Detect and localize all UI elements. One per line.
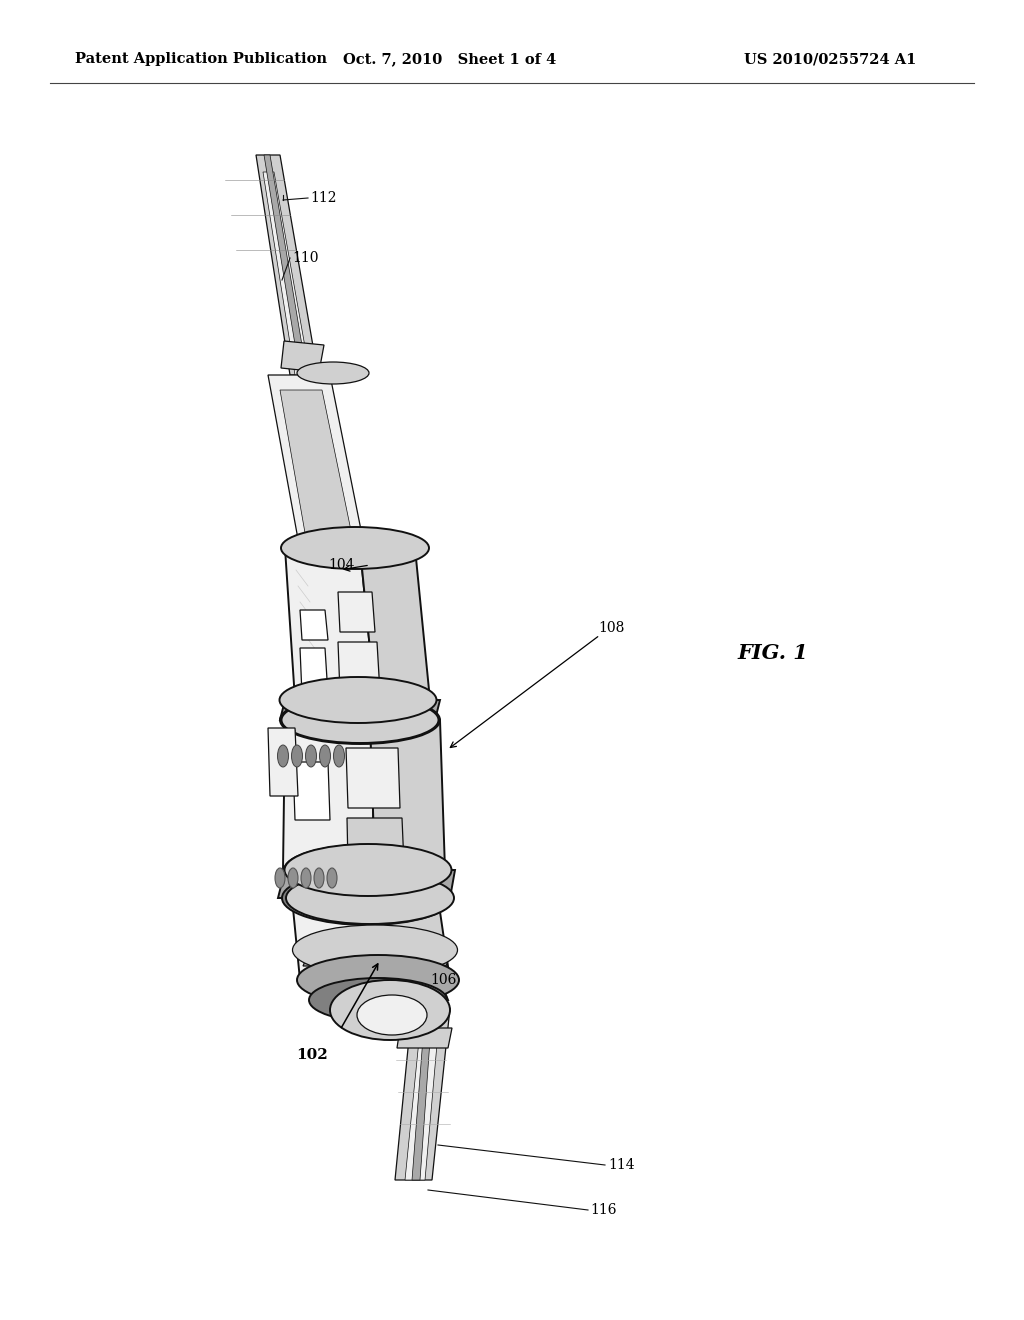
Polygon shape	[264, 154, 307, 375]
Ellipse shape	[297, 362, 369, 384]
Text: 102: 102	[296, 1048, 328, 1063]
Ellipse shape	[282, 871, 452, 925]
Polygon shape	[406, 1010, 440, 1180]
Text: 110: 110	[292, 251, 318, 265]
Ellipse shape	[334, 744, 344, 767]
Ellipse shape	[275, 869, 285, 888]
Ellipse shape	[278, 744, 289, 767]
Ellipse shape	[293, 925, 458, 975]
Text: US 2010/0255724 A1: US 2010/0255724 A1	[743, 53, 916, 66]
Polygon shape	[347, 818, 404, 865]
Ellipse shape	[286, 873, 454, 924]
Polygon shape	[346, 748, 400, 808]
Polygon shape	[293, 762, 330, 820]
Text: 114: 114	[608, 1158, 635, 1172]
Text: Patent Application Publication: Patent Application Publication	[75, 53, 327, 66]
Polygon shape	[303, 950, 452, 966]
Polygon shape	[338, 591, 375, 632]
Ellipse shape	[330, 979, 450, 1040]
Text: 108: 108	[598, 620, 625, 635]
Ellipse shape	[288, 869, 298, 888]
Polygon shape	[263, 172, 310, 375]
Polygon shape	[378, 898, 450, 979]
Polygon shape	[268, 729, 298, 796]
Text: 106: 106	[430, 973, 457, 987]
Polygon shape	[281, 341, 324, 372]
Text: Oct. 7, 2010   Sheet 1 of 4: Oct. 7, 2010 Sheet 1 of 4	[343, 53, 557, 66]
Polygon shape	[256, 154, 318, 375]
Polygon shape	[300, 610, 328, 640]
Polygon shape	[360, 548, 430, 700]
Ellipse shape	[282, 697, 438, 743]
Ellipse shape	[319, 744, 331, 767]
Ellipse shape	[292, 537, 372, 564]
Ellipse shape	[284, 845, 446, 895]
Ellipse shape	[327, 869, 337, 888]
Polygon shape	[338, 642, 380, 693]
Ellipse shape	[280, 677, 436, 723]
Polygon shape	[395, 1008, 450, 1180]
Ellipse shape	[357, 995, 427, 1035]
Polygon shape	[370, 719, 445, 870]
Text: FIG. 1: FIG. 1	[737, 643, 808, 663]
Polygon shape	[283, 719, 375, 870]
Ellipse shape	[305, 744, 316, 767]
Text: 112: 112	[310, 191, 337, 205]
Ellipse shape	[309, 978, 447, 1022]
Polygon shape	[308, 979, 449, 1001]
Polygon shape	[397, 1028, 452, 1048]
Ellipse shape	[285, 843, 452, 896]
Text: 104: 104	[328, 558, 354, 572]
Polygon shape	[275, 730, 295, 780]
Polygon shape	[280, 700, 440, 719]
Polygon shape	[278, 870, 455, 898]
Polygon shape	[292, 898, 390, 979]
Ellipse shape	[281, 527, 429, 569]
Ellipse shape	[280, 696, 440, 744]
Polygon shape	[280, 389, 355, 550]
Ellipse shape	[314, 869, 324, 888]
Polygon shape	[300, 648, 328, 696]
Polygon shape	[268, 375, 365, 550]
Ellipse shape	[301, 869, 311, 888]
Polygon shape	[412, 1012, 432, 1180]
Text: 116: 116	[590, 1203, 616, 1217]
Ellipse shape	[297, 954, 459, 1005]
Ellipse shape	[292, 744, 302, 767]
Polygon shape	[285, 548, 375, 700]
